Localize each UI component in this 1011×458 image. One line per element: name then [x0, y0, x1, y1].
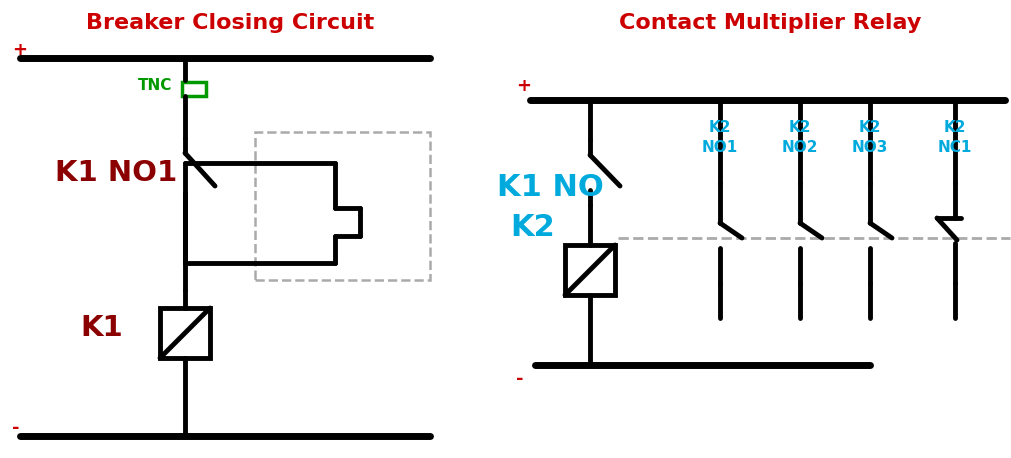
- Bar: [182, 82, 206, 96]
- Text: K1 NO1: K1 NO1: [55, 159, 177, 187]
- Text: -: -: [12, 419, 19, 437]
- Text: +: +: [516, 77, 531, 95]
- Bar: [255, 132, 430, 280]
- Text: K2: K2: [858, 120, 882, 136]
- Text: NO3: NO3: [852, 141, 889, 156]
- Text: NC1: NC1: [938, 141, 973, 156]
- Text: +: +: [12, 41, 27, 59]
- Text: K2: K2: [709, 120, 731, 136]
- Bar: [565, 245, 615, 295]
- Text: NO2: NO2: [782, 141, 818, 156]
- Text: Breaker Closing Circuit: Breaker Closing Circuit: [86, 13, 374, 33]
- Text: -: -: [516, 370, 524, 388]
- Text: NO1: NO1: [702, 141, 738, 156]
- Text: K2: K2: [789, 120, 811, 136]
- Text: K1: K1: [80, 314, 122, 342]
- Text: K2: K2: [943, 120, 967, 136]
- Text: K2: K2: [510, 213, 555, 242]
- Text: TNC: TNC: [137, 77, 172, 93]
- Text: K1 NO: K1 NO: [497, 174, 604, 202]
- Bar: [160, 308, 210, 358]
- Text: Contact Multiplier Relay: Contact Multiplier Relay: [619, 13, 921, 33]
